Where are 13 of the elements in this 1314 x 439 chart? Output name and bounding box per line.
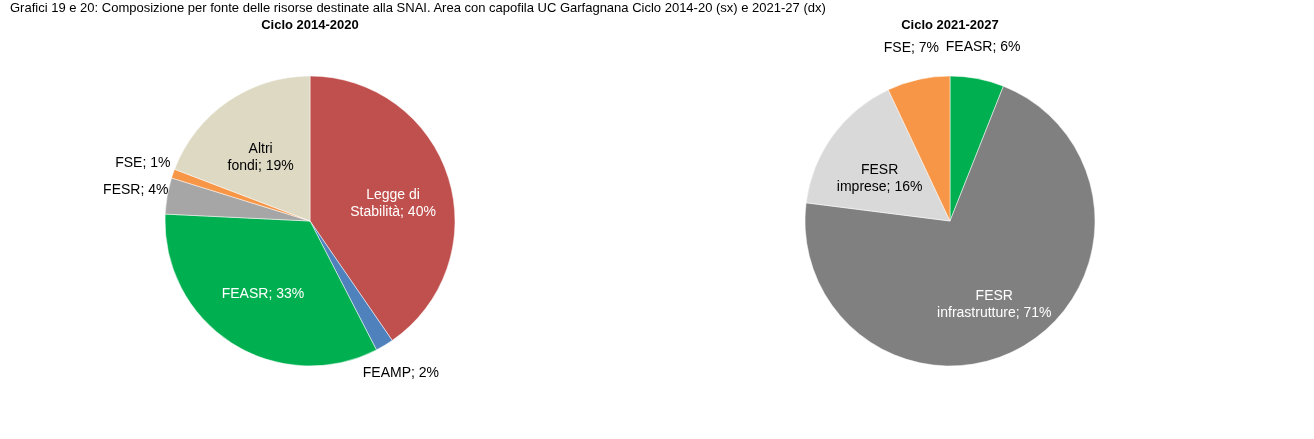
slice-label: FESR; 4% [103,181,169,198]
slice-label: FSE; 1% [115,154,171,171]
slice-label: FESR imprese; 16% [836,160,923,194]
slice-label: FESR infrastrutture; 71% [937,286,1052,320]
slice-label: FEAMP; 2% [362,363,439,380]
text: Grafici 19 e 20: Composizione per fonte delle risorse destinate alla SNAI. Area con capofila UC Garfagnana Ciclo 2014-20 (sx) e 2021-27 (dx) [10,0,826,15]
slice-label: Legge di Stabilità; 40% [350,186,436,220]
slice-label: FSE; 7% [883,39,940,56]
chart-title: Ciclo 2021-2027 [901,17,999,32]
chart-title: Ciclo 2014-2020 [261,17,359,32]
slice-label: Altri fondi; 19% [227,140,294,174]
slice-label: FEASR; 6% [945,38,1021,55]
slice-label: FEASR; 33% [221,285,305,302]
